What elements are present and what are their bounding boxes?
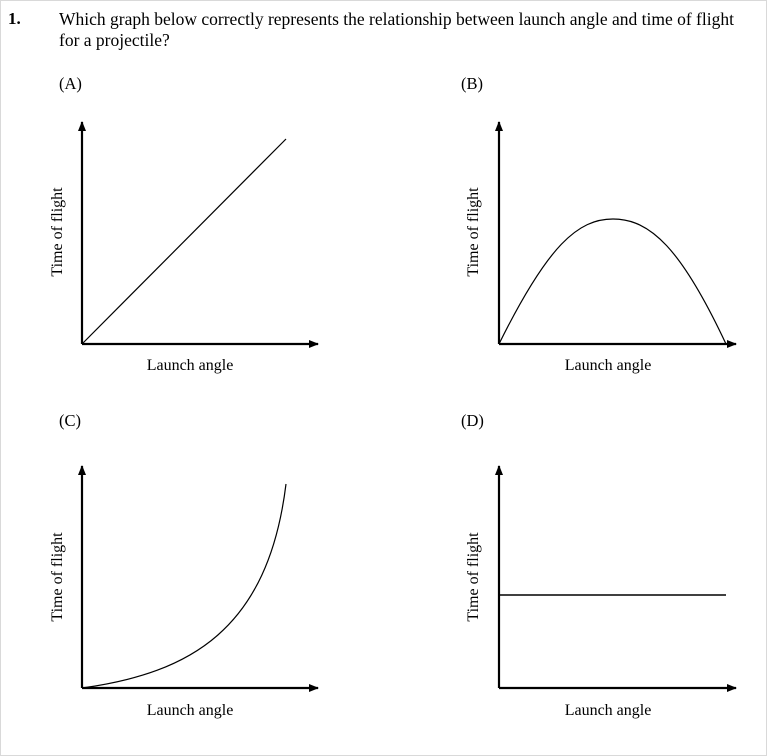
option-d-label[interactable]: (D) [461,411,484,430]
graph-a-xlabel: Launch angle [147,357,234,374]
graph-d-ylabel: Time of flight [465,532,482,622]
option-b-label[interactable]: (B) [461,74,483,93]
graph-c-xlabel: Launch angle [147,702,234,719]
graph-b-ylabel: Time of flight [465,187,482,277]
option-c-label[interactable]: (C) [59,411,81,430]
graph-a-curve [81,138,287,345]
graph-b[interactable]: Launch angle Time of flight [465,121,737,374]
graph-d-xlabel: Launch angle [565,702,652,719]
question-text: Which graph below correctly represents t… [59,9,734,50]
graph-c-curve [81,483,287,689]
graph-b-xlabel: Launch angle [565,357,652,374]
graph-d[interactable]: Launch angle Time of flight [465,465,737,719]
graph-c-ylabel: Time of flight [49,532,66,622]
graph-a[interactable]: Launch angle Time of flight [49,121,319,374]
option-a-label[interactable]: (A) [59,74,82,93]
graph-b-curve [498,218,727,345]
question-number: 1. [8,9,21,28]
graph-a-ylabel: Time of flight [49,187,66,277]
graph-c[interactable]: Launch angle Time of flight [49,465,319,719]
